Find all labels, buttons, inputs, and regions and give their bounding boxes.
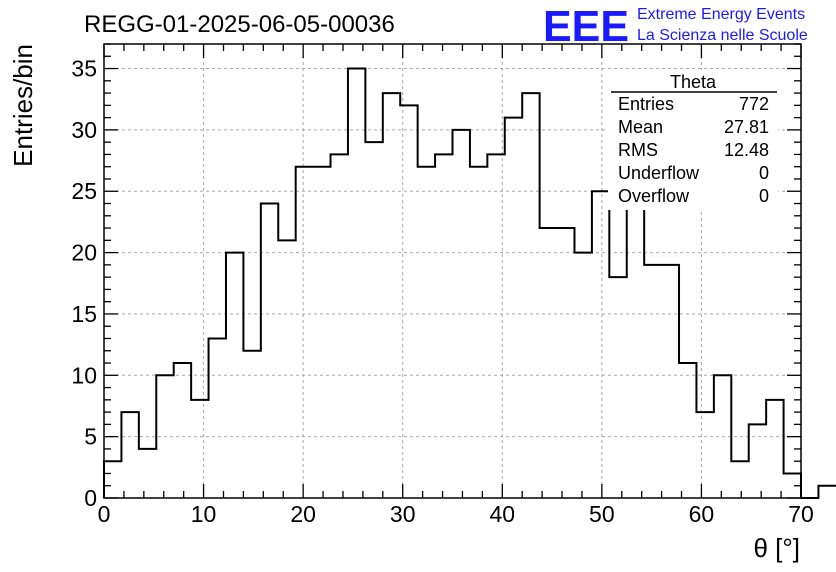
stats-mean-label: Mean — [618, 117, 663, 137]
stats-overflow-value: 0 — [759, 186, 769, 206]
logo-mark: EEE — [543, 2, 629, 51]
y-tick-labels: 0 5 10 15 20 25 30 35 — [71, 56, 97, 511]
y-tick-label: 10 — [71, 362, 97, 388]
y-tick-label: 5 — [84, 424, 97, 450]
stats-overflow-label: Overflow — [618, 186, 690, 206]
x-tick-label: 60 — [689, 501, 715, 527]
x-tick-label: 0 — [98, 501, 111, 527]
stats-title: Theta — [670, 72, 717, 92]
x-tick-label: 70 — [788, 501, 814, 527]
stats-underflow-label: Underflow — [618, 163, 700, 183]
y-tick-label: 0 — [84, 485, 97, 511]
stats-underflow-value: 0 — [759, 163, 769, 183]
x-tick-label: 30 — [390, 501, 416, 527]
y-tick-label: 15 — [71, 301, 97, 327]
y-tick-label: 35 — [71, 56, 97, 82]
chart-title: REGG-01-2025-06-05-00036 — [84, 11, 395, 38]
logo-line2: La Scienza nelle Scuole — [637, 27, 808, 44]
stats-rms-label: RMS — [618, 140, 658, 160]
logo-line1: Extreme Energy Events — [637, 6, 805, 23]
axis-ticks — [103, 43, 802, 499]
x-tick-label: 40 — [489, 501, 515, 527]
y-tick-label: 20 — [71, 240, 97, 266]
y-axis-label: Entries/bin — [8, 44, 38, 167]
histogram-line — [103, 67, 836, 499]
grid-lines — [104, 44, 801, 498]
x-tick-labels: 0 10 20 30 40 50 60 70 — [98, 501, 814, 527]
stats-rms-value: 12.48 — [724, 140, 769, 160]
stats-box: Theta Entries 772 Mean 27.81 RMS 12.48 U… — [608, 70, 778, 210]
y-tick-label: 30 — [71, 117, 97, 143]
plot-frame — [103, 43, 802, 499]
x-tick-label: 20 — [290, 501, 316, 527]
stats-entries-label: Entries — [618, 94, 674, 114]
y-tick-label: 25 — [71, 178, 97, 204]
stats-mean-value: 27.81 — [724, 117, 769, 137]
eee-logo: EEE Extreme Energy Events La Scienza nel… — [543, 2, 808, 51]
x-tick-label: 10 — [191, 501, 217, 527]
x-axis-label: θ [°] — [753, 533, 800, 563]
stats-entries-value: 772 — [739, 94, 769, 114]
x-tick-label: 50 — [589, 501, 615, 527]
